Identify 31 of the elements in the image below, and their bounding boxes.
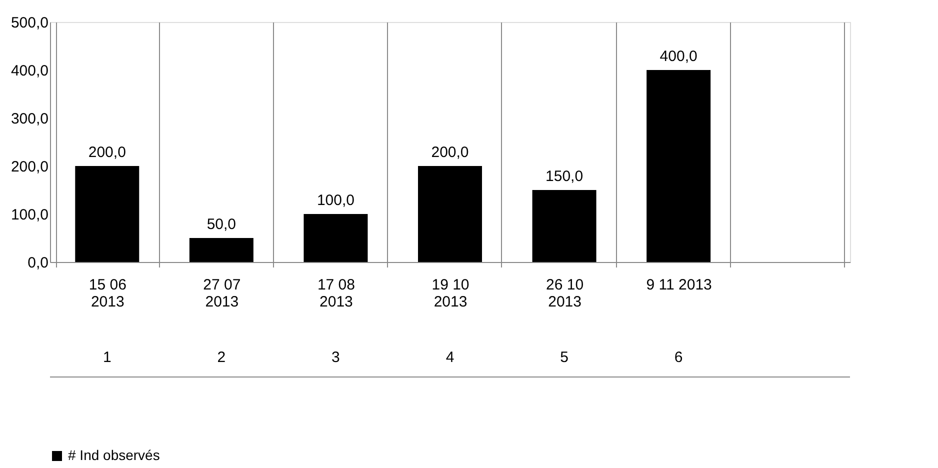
bar [646,70,711,262]
y-tick-label: 100,0 [10,206,48,224]
x-tick-label: 26 10 2013 [546,276,584,310]
bar [532,190,596,262]
bar [75,166,140,262]
data-label: 150,0 [546,168,584,185]
y-tick-label: 400,0 [10,62,48,80]
data-label: 400,0 [660,48,698,65]
bar [418,166,482,262]
text: 4 [446,349,454,366]
x-tick-label: 9 11 2013 [646,276,712,294]
text: 5 [560,349,568,366]
x-tick-label: 17 08 2013 [317,276,355,310]
data-label: 100,0 [316,192,354,209]
text: 6 [674,349,683,366]
x-tick-label: 19 10 2013 [432,276,470,310]
y-tick-label: 500,0 [10,14,48,32]
x-tick-label: 27 07 2013 [203,276,241,310]
y-tick-label: 300,0 [10,110,48,128]
text: 1 [102,349,112,366]
y-tick-label: 0,0 [28,254,48,272]
y-tick-label: 200,0 [10,158,48,176]
text: 2 [217,349,226,366]
legend-label: # Ind observés [68,447,160,463]
text: 3 [332,349,340,366]
x-tick-label: 15 06 2013 [88,276,126,310]
data-label: 200,0 [431,144,469,161]
data-label: 50,0 [206,216,236,233]
bar [189,238,254,262]
bar [304,214,368,262]
data-label: 200,0 [88,144,126,161]
